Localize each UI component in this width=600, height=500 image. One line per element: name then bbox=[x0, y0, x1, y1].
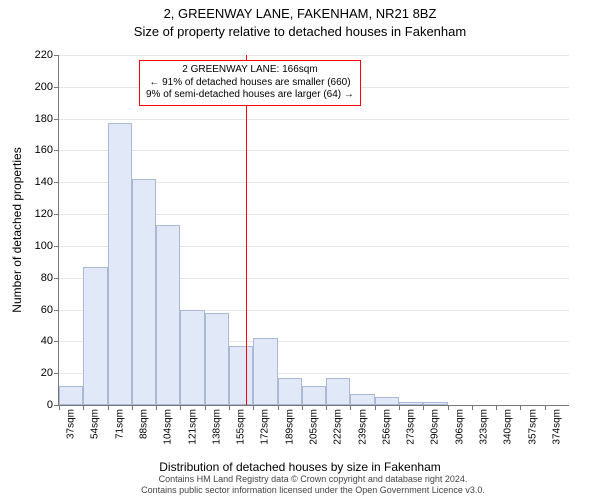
info-box-line: ← 91% of detached houses are smaller (66… bbox=[146, 77, 354, 90]
x-tick-mark bbox=[205, 405, 206, 410]
marker-info-box: 2 GREENWAY LANE: 166sqm ← 91% of detache… bbox=[139, 60, 361, 106]
histogram-bar bbox=[375, 397, 399, 405]
chart-title-address: 2, GREENWAY LANE, FAKENHAM, NR21 8BZ bbox=[0, 6, 600, 21]
histogram-bar bbox=[399, 402, 423, 405]
x-tick-label: 340sqm bbox=[503, 409, 514, 445]
x-tick-mark bbox=[496, 405, 497, 410]
histogram-bar bbox=[156, 225, 180, 405]
histogram-bar bbox=[302, 386, 326, 405]
info-box-line: 9% of semi-detached houses are larger (6… bbox=[146, 89, 354, 102]
y-tick-label: 60 bbox=[41, 304, 53, 316]
x-tick-mark bbox=[132, 405, 133, 410]
x-tick-label: 54sqm bbox=[90, 409, 101, 439]
x-tick-mark bbox=[156, 405, 157, 410]
x-tick-label: 222sqm bbox=[333, 409, 344, 445]
x-tick-label: 138sqm bbox=[211, 409, 222, 445]
x-tick-mark bbox=[302, 405, 303, 410]
chart-container: 2, GREENWAY LANE, FAKENHAM, NR21 8BZ Siz… bbox=[0, 0, 600, 500]
y-tick-mark bbox=[54, 310, 59, 311]
footer-attribution: Contains HM Land Registry data © Crown c… bbox=[58, 474, 568, 496]
x-tick-mark bbox=[423, 405, 424, 410]
y-tick-label: 0 bbox=[47, 399, 53, 411]
x-tick-label: 239sqm bbox=[357, 409, 368, 445]
x-tick-mark bbox=[253, 405, 254, 410]
x-tick-mark bbox=[472, 405, 473, 410]
x-tick-label: 290sqm bbox=[430, 409, 441, 445]
x-tick-label: 189sqm bbox=[284, 409, 295, 445]
x-tick-mark bbox=[229, 405, 230, 410]
y-tick-label: 220 bbox=[35, 49, 53, 61]
histogram-bar bbox=[326, 378, 350, 405]
histogram-bar bbox=[278, 378, 302, 405]
info-box-line: 2 GREENWAY LANE: 166sqm bbox=[146, 64, 354, 77]
y-tick-mark bbox=[54, 150, 59, 151]
histogram-bar bbox=[205, 313, 229, 405]
histogram-bar bbox=[108, 123, 132, 405]
y-tick-mark bbox=[54, 341, 59, 342]
y-tick-label: 100 bbox=[35, 240, 53, 252]
marker-line bbox=[246, 55, 247, 405]
chart-title-subtitle: Size of property relative to detached ho… bbox=[0, 24, 600, 39]
y-tick-mark bbox=[54, 278, 59, 279]
y-tick-mark bbox=[54, 55, 59, 56]
y-tick-label: 180 bbox=[35, 113, 53, 125]
plot-area: 02040608010012014016018020022037sqm54sqm… bbox=[58, 55, 569, 406]
x-tick-label: 256sqm bbox=[381, 409, 392, 445]
y-tick-label: 80 bbox=[41, 272, 53, 284]
y-tick-label: 200 bbox=[35, 81, 53, 93]
gridline bbox=[59, 150, 569, 151]
x-tick-label: 323sqm bbox=[479, 409, 490, 445]
x-tick-mark bbox=[278, 405, 279, 410]
histogram-bar bbox=[350, 394, 374, 405]
x-tick-label: 172sqm bbox=[260, 409, 271, 445]
x-tick-label: 273sqm bbox=[406, 409, 417, 445]
x-tick-label: 104sqm bbox=[163, 409, 174, 445]
y-tick-mark bbox=[54, 246, 59, 247]
y-tick-label: 120 bbox=[35, 208, 53, 220]
x-tick-mark bbox=[108, 405, 109, 410]
x-tick-mark bbox=[83, 405, 84, 410]
x-tick-mark bbox=[545, 405, 546, 410]
y-tick-mark bbox=[54, 182, 59, 183]
histogram-bar bbox=[59, 386, 83, 405]
histogram-bar bbox=[253, 338, 277, 405]
x-tick-mark bbox=[448, 405, 449, 410]
footer-line: Contains public sector information licen… bbox=[58, 485, 568, 496]
histogram-bar bbox=[423, 402, 447, 405]
x-tick-mark bbox=[59, 405, 60, 410]
histogram-bar bbox=[229, 346, 253, 405]
x-tick-mark bbox=[180, 405, 181, 410]
x-tick-label: 155sqm bbox=[236, 409, 247, 445]
y-tick-label: 40 bbox=[41, 335, 53, 347]
x-tick-label: 37sqm bbox=[66, 409, 77, 439]
y-tick-label: 160 bbox=[35, 144, 53, 156]
x-tick-label: 88sqm bbox=[139, 409, 150, 439]
histogram-bar bbox=[132, 179, 156, 405]
histogram-bar bbox=[83, 267, 107, 405]
x-tick-mark bbox=[399, 405, 400, 410]
x-tick-label: 357sqm bbox=[527, 409, 538, 445]
x-tick-mark bbox=[350, 405, 351, 410]
x-tick-mark bbox=[520, 405, 521, 410]
y-tick-label: 140 bbox=[35, 176, 53, 188]
x-tick-label: 121sqm bbox=[187, 409, 198, 445]
x-tick-mark bbox=[326, 405, 327, 410]
y-tick-label: 20 bbox=[41, 367, 53, 379]
x-tick-label: 306sqm bbox=[454, 409, 465, 445]
gridline bbox=[59, 55, 569, 56]
x-tick-label: 71sqm bbox=[114, 409, 125, 439]
y-axis-label: Number of detached properties bbox=[10, 147, 24, 312]
y-tick-mark bbox=[54, 87, 59, 88]
y-tick-mark bbox=[54, 214, 59, 215]
footer-line: Contains HM Land Registry data © Crown c… bbox=[58, 474, 568, 485]
histogram-bar bbox=[180, 310, 204, 405]
gridline bbox=[59, 119, 569, 120]
x-tick-mark bbox=[375, 405, 376, 410]
x-tick-label: 374sqm bbox=[551, 409, 562, 445]
y-tick-mark bbox=[54, 373, 59, 374]
x-tick-label: 205sqm bbox=[309, 409, 320, 445]
y-tick-mark bbox=[54, 119, 59, 120]
x-axis-label: Distribution of detached houses by size … bbox=[0, 460, 600, 474]
